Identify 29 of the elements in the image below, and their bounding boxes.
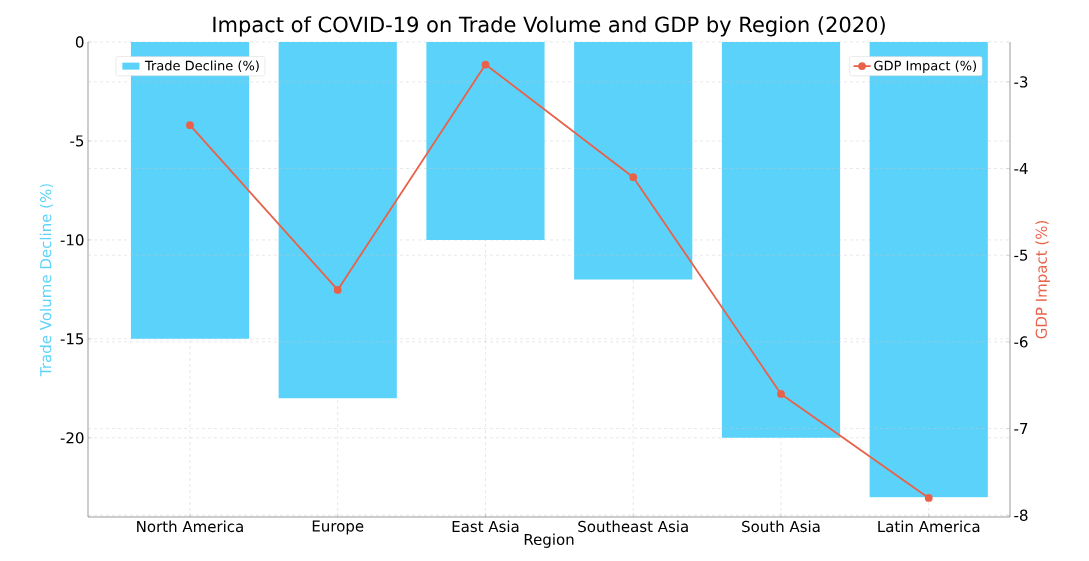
x-tick-label: Latin America (878, 520, 980, 533)
y-tick-label: 0 (75, 36, 84, 48)
x-tick-label: East Asia (452, 520, 519, 533)
legend-label: Trade Decline (%) (144, 60, 259, 73)
y-tick-label: -5 (70, 135, 84, 147)
point (924, 494, 933, 502)
x-tick-label: South Asia (742, 520, 820, 533)
x-axis-title: Region (524, 533, 574, 548)
y2-tick-label: -6 (1014, 336, 1028, 348)
y2-tick-label: -3 (1014, 76, 1028, 88)
y2-tick-label: -4 (1014, 163, 1028, 175)
x-tick-label: Europe (312, 520, 364, 535)
chart-title: Impact of COVID-19 on Trade Volume and GDP by Region (2020) (213, 16, 885, 37)
y-tick-label: -15 (60, 333, 84, 345)
y2-axis-title: GDP Impact (%) (1035, 220, 1050, 339)
y-axis-title: Trade Volume Decline (%) (39, 184, 54, 377)
y-tick-label: -20 (60, 432, 84, 444)
x-tick-label: North America (137, 520, 243, 533)
point (777, 390, 785, 398)
y2-tick-label: -5 (1014, 249, 1028, 261)
point (629, 173, 638, 182)
point (186, 121, 194, 130)
point (333, 285, 342, 294)
y2-tick-label: -8 (1014, 509, 1028, 521)
legend-label: GDP Impact (%) (874, 60, 977, 73)
y2-tick-label: -7 (1014, 423, 1028, 435)
y-tick-label: -10 (60, 234, 84, 246)
x-tick-label: Southeast Asia (578, 520, 688, 533)
point (481, 60, 490, 69)
